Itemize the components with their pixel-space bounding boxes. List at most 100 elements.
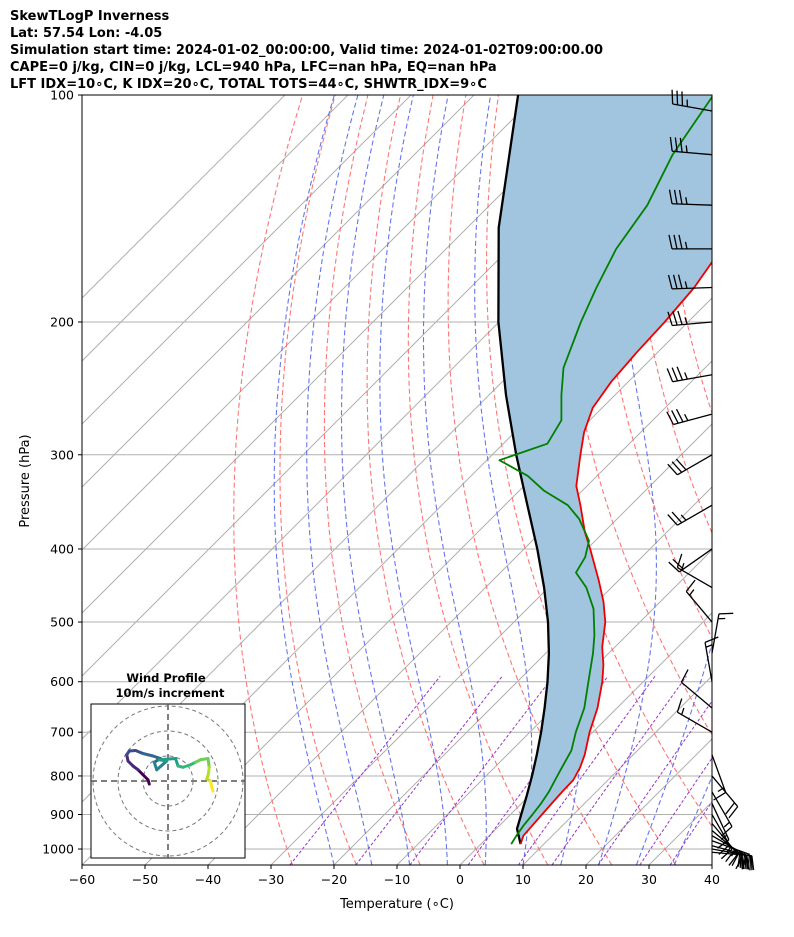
y-tick-label: 200: [50, 314, 74, 329]
mixing-ratio-line: [289, 675, 441, 865]
wind-barb: [711, 803, 730, 849]
wind-barb-staff: [672, 103, 713, 112]
wind-barb-staff: [677, 504, 713, 526]
wind-barb-staff: [673, 413, 713, 426]
wind-barb-half-flag: [684, 372, 688, 380]
hodograph-segment: [210, 785, 215, 793]
isotherm-line: [333, 486, 712, 865]
wind-barb-flag: [676, 90, 679, 105]
wind-barb-staff: [711, 613, 720, 654]
y-tick-label: 800: [50, 768, 74, 783]
wind-barb-flag: [677, 274, 683, 289]
dry-adiabat-line: [323, 95, 421, 865]
wind-barb-flag: [720, 826, 733, 837]
x-tick-label: 0: [456, 872, 464, 887]
wind-barb-staff: [677, 454, 713, 476]
isotherm-line: [522, 675, 712, 865]
x-tick-label: 30: [641, 872, 657, 887]
wind-barb-staff: [672, 286, 713, 290]
moist-adiabat-line: [635, 95, 712, 865]
wind-barb-half-flag: [685, 197, 688, 205]
mixing-ratio-line: [597, 700, 712, 865]
wind-barb-staff: [711, 803, 730, 840]
dry-adiabat-line: [366, 95, 485, 865]
wind-barb-staff: [680, 681, 713, 709]
wind-barb-flag: [680, 669, 689, 683]
hodograph-title: Wind Profile: [126, 671, 206, 685]
wind-barb-flag: [668, 561, 680, 573]
wind-barb: [685, 579, 713, 623]
wind-barb-staff: [711, 791, 733, 827]
wind-barb: [669, 136, 713, 156]
wind-barb-flag: [675, 458, 687, 471]
x-tick-label: −30: [258, 872, 284, 887]
wind-barb-flag: [668, 234, 673, 250]
wind-barb-flag: [718, 844, 730, 855]
dry-adiabat-line: [279, 95, 357, 865]
hodograph-ring: [117, 730, 219, 832]
wind-barb-staff: [672, 321, 713, 327]
dry-adiabat-line: [594, 95, 712, 640]
wind-barb-half-flag: [685, 145, 688, 153]
hodograph-ring: [92, 705, 244, 857]
mixing-ratio-line: [669, 800, 712, 865]
wind-barb-flag: [671, 89, 674, 105]
wind-barb-flag: [728, 806, 739, 819]
mixing-ratio-line: [409, 675, 554, 865]
wind-barb: [668, 548, 713, 573]
chart-header: SkewTLogP Inverness Lat: 57.54 Lon: -4.0…: [10, 8, 603, 93]
moist-adiabat-line: [673, 775, 712, 865]
wind-barb-half-flag: [684, 281, 688, 289]
temperature-line: [519, 260, 712, 845]
wind-barb-half-flag: [680, 514, 687, 521]
hodograph-segment: [141, 752, 155, 758]
wind-barb-flag: [728, 853, 739, 866]
wind-barb: [676, 553, 713, 589]
x-tick-label: 40: [704, 872, 720, 887]
y-tick-label: 700: [50, 725, 74, 740]
isotherm-line: [270, 423, 712, 865]
dry-adiabat-line: [727, 95, 794, 865]
wind-barb-staff: [711, 754, 727, 793]
wind-barb-flag: [750, 855, 753, 871]
wind-barb-flag: [667, 463, 678, 476]
time-line: Simulation start time: 2024-01-02_00:00:…: [10, 43, 603, 58]
wind-barb-staff: [711, 823, 739, 855]
wind-barb-staff: [711, 814, 733, 850]
wind-barb-flag: [666, 411, 674, 425]
isotherm-line: [82, 95, 538, 551]
wind-barb-flag: [749, 856, 752, 871]
wind-barb-flag: [685, 579, 696, 592]
wind-barb-flag: [751, 855, 755, 871]
wind-barb-flag: [667, 514, 678, 526]
y-tick-label: 1000: [42, 842, 74, 857]
wind-barb-flag: [678, 234, 683, 250]
moist-adiabat-line: [306, 95, 373, 865]
parcel-profile-line: [497, 95, 551, 845]
wind-barb-staff: [672, 374, 713, 383]
isotherm-line: [396, 549, 712, 865]
x-tick-label: −50: [132, 872, 158, 887]
wind-barb-flag: [717, 839, 730, 849]
dry-adiabat-line: [447, 95, 613, 865]
wind-barb: [667, 310, 713, 327]
y-tick-label: 500: [50, 615, 74, 630]
x-tick-label: 10: [515, 872, 531, 887]
wind-barb-flag: [679, 137, 683, 153]
wind-barb: [711, 754, 727, 801]
wind-barb-flag: [735, 855, 744, 870]
wind-barb-flag: [667, 274, 673, 290]
x-tick-label: 20: [578, 872, 594, 887]
wind-barb-flag: [720, 848, 733, 860]
x-tick-label: −40: [195, 872, 221, 887]
wind-barb-half-flag: [720, 834, 728, 840]
wind-barb-half-flag: [684, 241, 688, 250]
wind-barb-half-flag: [681, 707, 685, 715]
wind-barb-flag: [675, 408, 684, 423]
wind-barb-half-flag: [717, 787, 725, 793]
isotherm-line: [82, 95, 412, 425]
hodograph-segment: [155, 759, 169, 772]
wind-barb-flag: [676, 698, 683, 713]
location-line: Lat: 57.54 Lon: -4.05: [10, 26, 163, 41]
